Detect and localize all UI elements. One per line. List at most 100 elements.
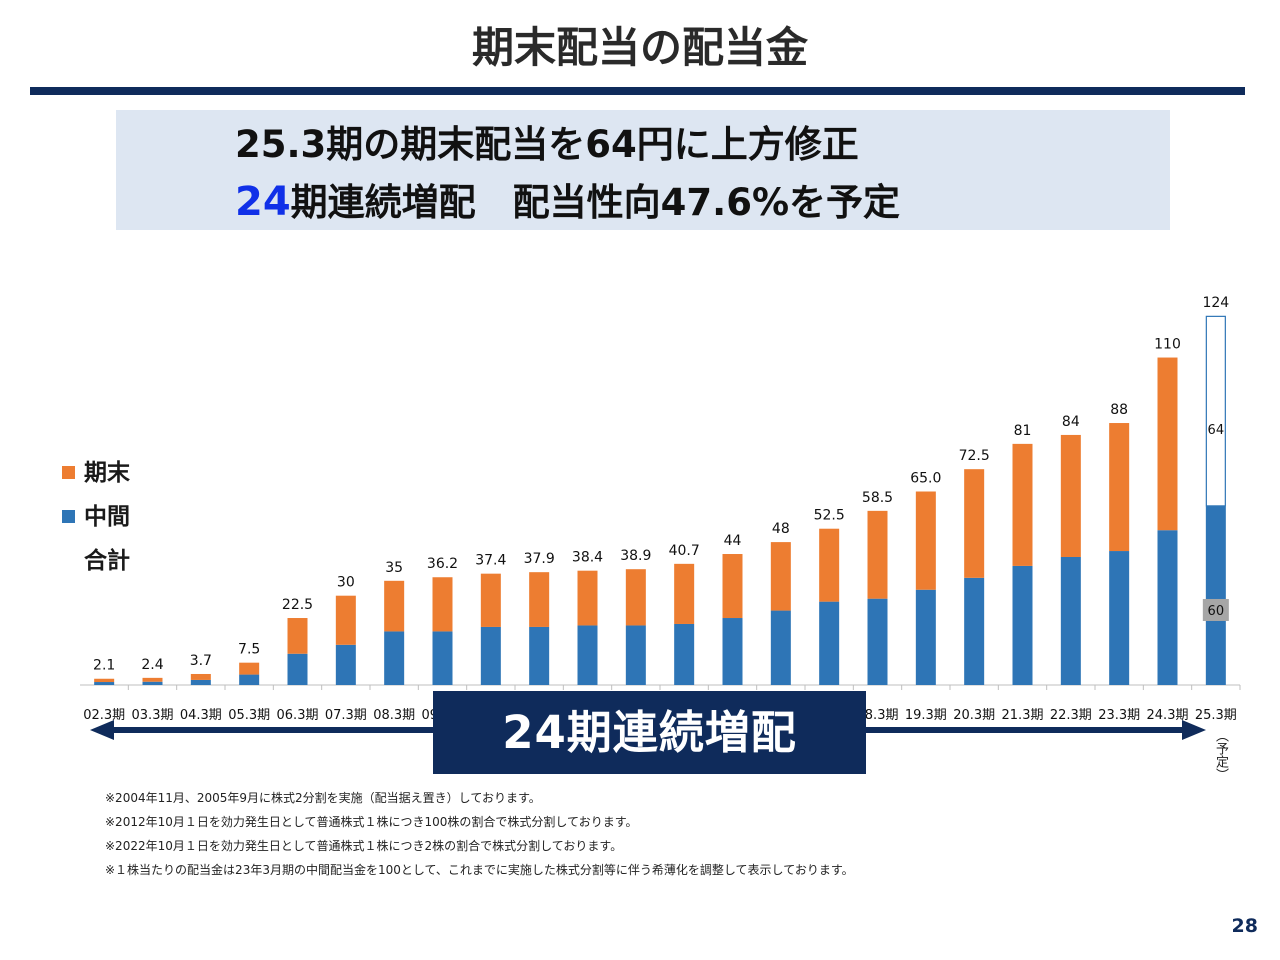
bar-year-end xyxy=(674,563,695,624)
x-tick-label: 23.3期 xyxy=(1098,708,1140,723)
legend-label-interim: 中間 xyxy=(84,504,130,530)
bar-year-end xyxy=(1012,443,1033,566)
bar-interim xyxy=(1109,551,1130,685)
bar-total-label: 58.5 xyxy=(862,490,893,506)
x-tick-label: 25.3期 xyxy=(1195,708,1237,723)
bar-interim xyxy=(190,679,211,685)
streak-banner-text: 24期連続増配 xyxy=(502,706,797,759)
bar-total-label: 7.5 xyxy=(238,642,260,658)
bar-total-label: 52.5 xyxy=(814,508,845,524)
bar-total-label: 48 xyxy=(772,521,790,537)
bar-total-label: 40.7 xyxy=(669,543,700,559)
legend-label-year-end: 期末 xyxy=(84,460,130,486)
bar-year-end xyxy=(770,542,791,611)
x-tick-label: 05.3期 xyxy=(228,708,270,723)
bar-interim xyxy=(577,625,598,685)
legend-swatch-year-end xyxy=(62,466,75,479)
bar-year-end xyxy=(1060,434,1081,557)
bar-interim xyxy=(384,631,405,685)
bar-year-end xyxy=(142,677,163,682)
bar-total-label: 65.0 xyxy=(910,471,941,487)
bar-total-label: 124 xyxy=(1202,295,1229,311)
bar-total-label: 36.2 xyxy=(427,556,458,572)
x-tick-label: 03.3期 xyxy=(132,708,174,723)
bar-total-label: 72.5 xyxy=(959,448,990,464)
bar-total-label: 38.4 xyxy=(572,550,603,566)
x-tick-label: 20.3期 xyxy=(953,708,995,723)
footnote: ※１株当たりの配当金は23年3月期の中間配当金を100として、これまでに実施した… xyxy=(105,863,854,877)
bar-interim xyxy=(480,626,501,685)
footnote: ※2022年10月１日を効力発生日として普通株式１株につき2株の割合で株式分割し… xyxy=(105,839,623,853)
bar-year-end xyxy=(819,528,840,602)
x-tick-label: 18.3期 xyxy=(857,708,899,723)
x-tick-label: 06.3期 xyxy=(277,708,319,723)
forecast-year-end-label: 64 xyxy=(1208,423,1225,438)
bar-year-end xyxy=(1109,423,1130,552)
highlight-line-2-text: 期連続増配 配当性向47.6%を予定 xyxy=(290,181,901,224)
bar-total-label: 2.1 xyxy=(93,658,115,674)
bar-interim xyxy=(335,644,356,685)
bar-year-end xyxy=(722,554,743,619)
bar-total-label: 38.9 xyxy=(620,548,651,564)
bar-total-label: 81 xyxy=(1014,423,1032,439)
x-tick-label: 21.3期 xyxy=(1002,708,1044,723)
bar-total-label: 30 xyxy=(337,575,355,591)
legend-item-interim: 中間 xyxy=(62,499,182,543)
chart-legend: 期末 中間 合計 xyxy=(62,455,182,587)
bar-year-end xyxy=(867,510,888,599)
bar-total-label: 3.7 xyxy=(190,653,212,669)
arrow-left-head-icon xyxy=(90,720,114,740)
highlight-line-2: 24期連続増配 配当性向47.6%を予定 xyxy=(235,180,900,225)
title-divider xyxy=(30,87,1245,95)
bar-year-end xyxy=(287,618,308,654)
legend-item-year-end: 期末 xyxy=(62,455,182,499)
bar-year-end xyxy=(239,662,260,675)
highlight-line-1: 25.3期の期末配当を64円に上方修正 xyxy=(235,123,859,166)
bar-interim xyxy=(239,674,260,685)
forecast-interim-label-box xyxy=(1202,598,1229,621)
bar-year-end xyxy=(190,673,211,680)
footnotes: ※2004年11月、2005年9月に株式2分割を実施（配当据え置き）しております… xyxy=(105,786,1205,882)
bar-interim xyxy=(142,681,163,685)
bar-year-end xyxy=(577,570,598,626)
forecast-interim-label: 60 xyxy=(1208,604,1225,619)
bar-year-end xyxy=(915,491,936,590)
bar-total-label: 37.9 xyxy=(524,551,555,567)
slide-title: 期末配当の配当金 xyxy=(471,23,808,72)
bar-year-end xyxy=(625,569,646,626)
bar-interim xyxy=(94,682,115,685)
streak-banner xyxy=(433,691,866,774)
bar-interim xyxy=(1012,565,1033,685)
bar-interim xyxy=(964,577,985,685)
bar-interim xyxy=(770,610,791,685)
bar-year-end xyxy=(94,678,115,683)
footnote: ※2012年10月１日を効力発生日として普通株式１株につき100株の割合で株式分… xyxy=(105,815,638,829)
footnote: ※2004年11月、2005年9月に株式2分割を実施（配当据え置き）しております… xyxy=(105,791,541,805)
bar-year-end xyxy=(964,469,985,578)
bar-interim xyxy=(722,618,743,685)
forecast-label: （予定） xyxy=(1213,729,1228,781)
bar-year-end xyxy=(1157,357,1178,531)
legend-item-total: 合計 xyxy=(62,543,182,587)
x-tick-label: 24.3期 xyxy=(1147,708,1189,723)
bar-total-label: 110 xyxy=(1154,337,1181,353)
bar-interim xyxy=(867,598,888,685)
bar-year-end xyxy=(432,577,453,632)
bar-interim xyxy=(1157,530,1178,685)
bar-interim xyxy=(625,625,646,685)
x-tick-label: 07.3期 xyxy=(325,708,367,723)
highlight-box xyxy=(116,110,1170,230)
bar-interim xyxy=(819,601,840,685)
bar-total-label: 2.4 xyxy=(141,657,163,673)
bar-year-end xyxy=(529,572,550,627)
bar-year-end xyxy=(384,580,405,632)
x-tick-label: 22.3期 xyxy=(1050,708,1092,723)
bar-interim xyxy=(1060,556,1081,685)
bar-total-label: 84 xyxy=(1062,414,1080,430)
bar-interim xyxy=(432,631,453,685)
bar-total-label: 35 xyxy=(385,560,403,576)
page-number: 28 xyxy=(1231,915,1258,937)
bar-interim xyxy=(287,653,308,685)
bar-total-label: 88 xyxy=(1110,402,1128,418)
